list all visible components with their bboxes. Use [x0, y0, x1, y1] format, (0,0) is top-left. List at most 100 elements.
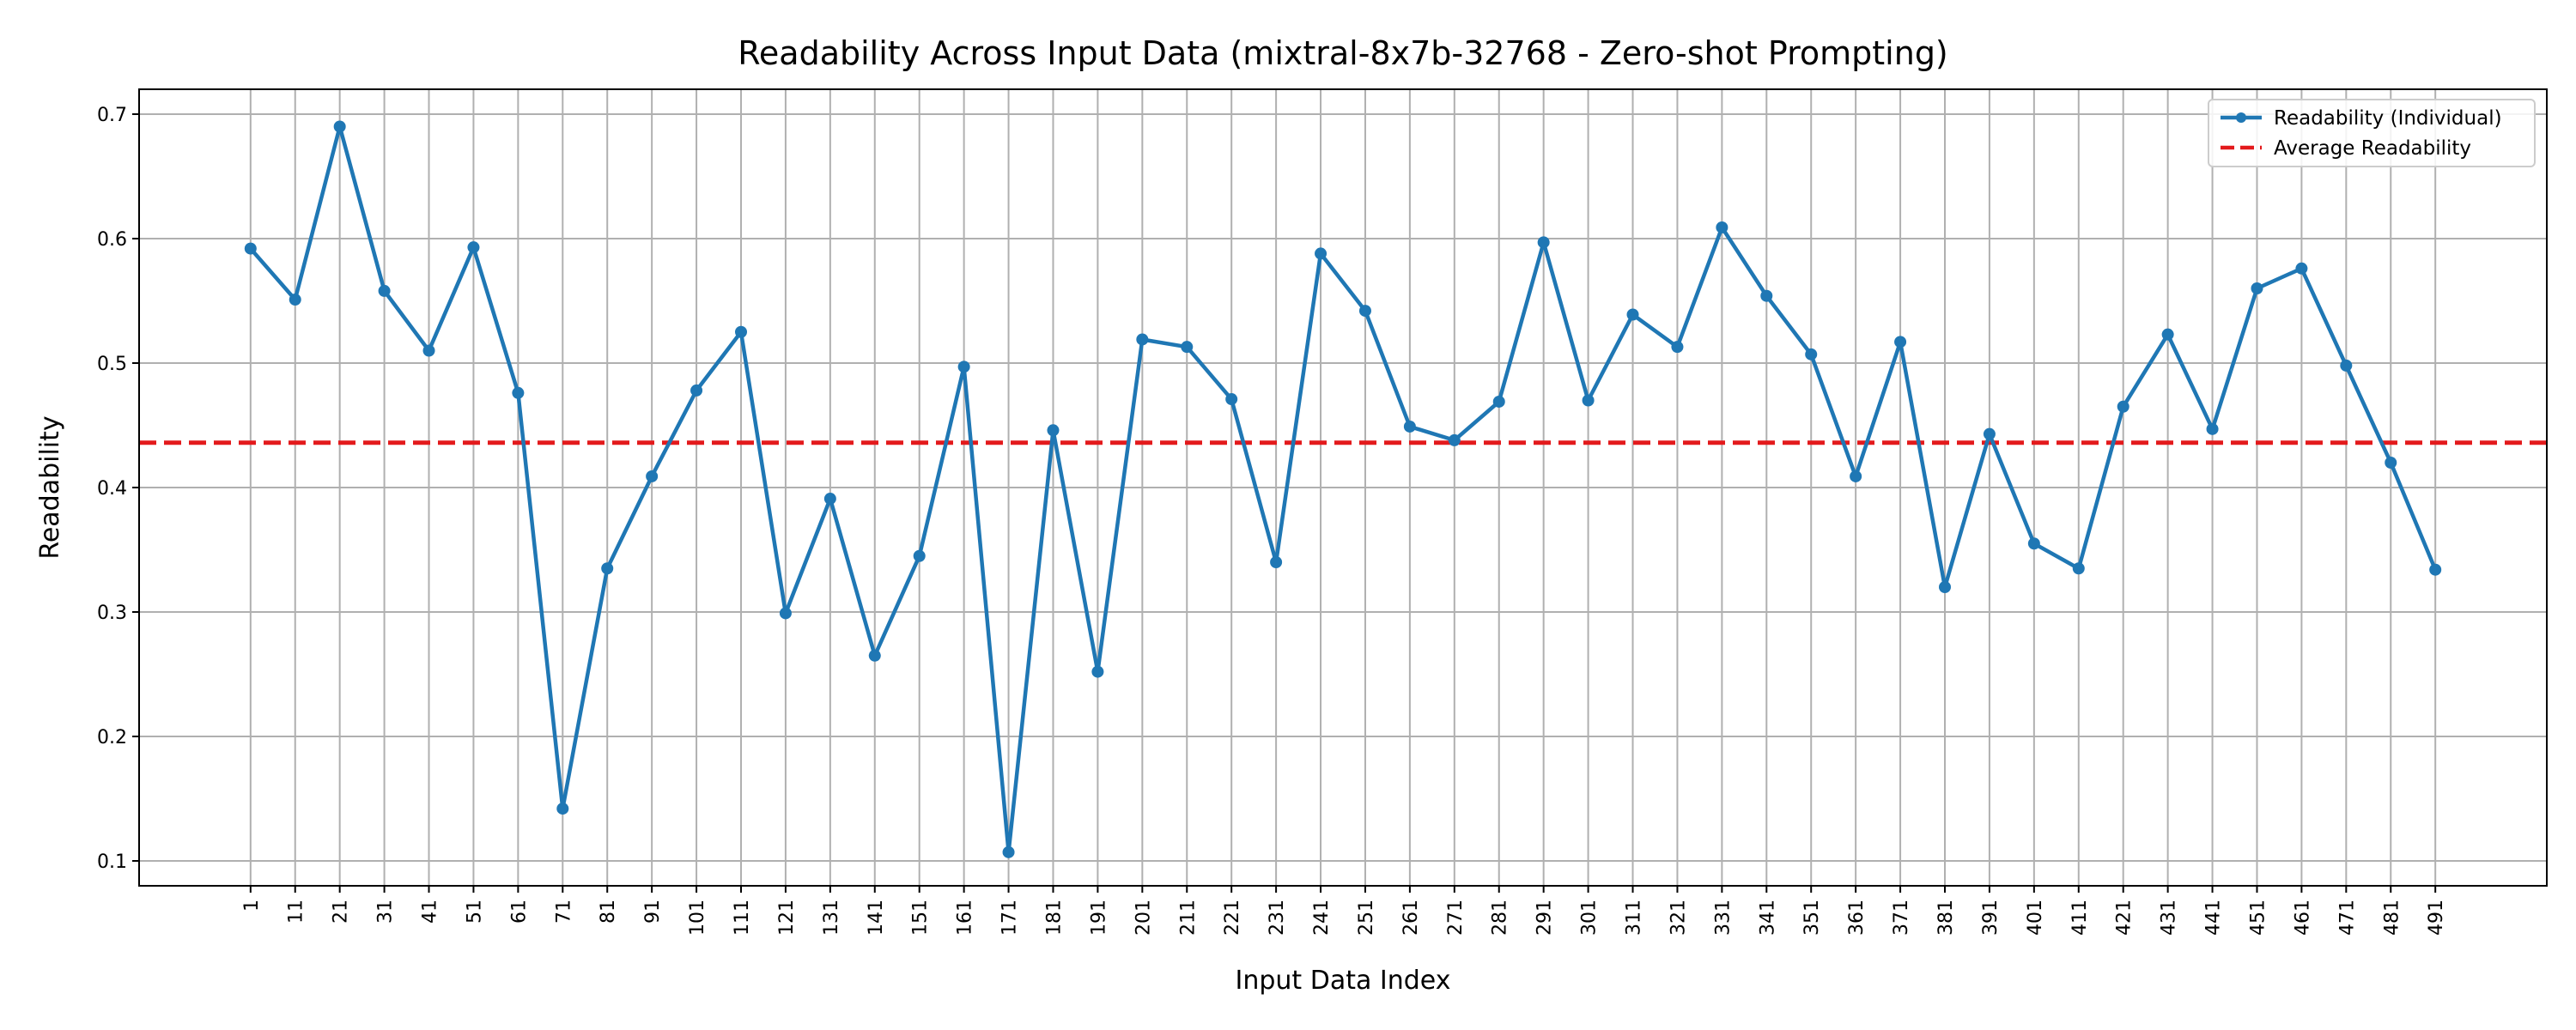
data-point: [2072, 562, 2085, 575]
x-tick-label: 311: [1624, 900, 1645, 936]
data-point: [1537, 236, 1550, 249]
data-point: [646, 470, 659, 482]
x-tick-label: 401: [2025, 900, 2046, 936]
x-tick-label: 101: [687, 900, 708, 936]
data-point: [467, 241, 480, 254]
x-tick-label: 71: [553, 900, 574, 924]
legend: Readability (Individual) Average Readabi…: [2208, 99, 2536, 167]
data-point: [1492, 395, 1505, 408]
data-point: [289, 294, 301, 306]
y-tick-label: 0.5: [97, 354, 127, 375]
data-point: [2385, 457, 2397, 469]
x-tick-label: 251: [1356, 900, 1377, 936]
x-tick-label: 331: [1712, 900, 1734, 936]
y-axis-title: Readability: [35, 415, 65, 559]
data-point: [422, 344, 435, 357]
x-tick-label: 341: [1757, 900, 1778, 936]
x-tick-label: 51: [464, 900, 485, 924]
data-point: [1136, 333, 1149, 346]
x-tick-label: 461: [2292, 900, 2313, 936]
x-tick-label: 441: [2203, 900, 2225, 936]
data-point: [1002, 845, 1015, 858]
data-point: [1403, 420, 1416, 433]
x-tick-label: 11: [286, 900, 307, 924]
x-tick-label: 171: [999, 900, 1021, 936]
series-line: [249, 124, 2438, 855]
data-point: [244, 242, 257, 255]
x-tick-label: 111: [732, 900, 753, 936]
data-point: [2251, 282, 2263, 294]
data-point: [1315, 247, 1327, 260]
x-tick-label: 161: [955, 900, 976, 936]
x-tick-label: 371: [1891, 900, 1912, 936]
data-point: [1225, 393, 1238, 406]
x-tick-label: 141: [866, 900, 887, 936]
x-tick-label: 61: [508, 900, 530, 924]
y-tick-label: 0.1: [97, 851, 127, 873]
x-tick-label: 91: [642, 900, 664, 924]
data-point: [556, 803, 569, 815]
data-point: [512, 386, 525, 399]
data-point: [1805, 348, 1818, 360]
x-tick-label: 121: [776, 900, 798, 936]
data-point: [2340, 359, 2353, 372]
data-point: [2429, 563, 2442, 576]
x-axis-title: Input Data Index: [1236, 966, 1451, 996]
data-point: [1047, 424, 1060, 437]
data-point: [333, 120, 346, 133]
y-tick-label: 0.4: [97, 478, 127, 500]
data-point: [1448, 433, 1461, 446]
data-point: [1850, 470, 1862, 482]
x-tick-label: 151: [910, 900, 932, 936]
x-tick-label: 471: [2336, 900, 2358, 936]
x-tick-label: 391: [1980, 900, 2002, 936]
legend-label-average: Average Readability: [2274, 137, 2471, 160]
x-tick-label: 181: [1043, 900, 1065, 936]
x-tick-label: 261: [1400, 900, 1422, 936]
data-point: [1582, 394, 1595, 407]
x-tick-label: 211: [1177, 900, 1199, 936]
chart-title: Readability Across Input Data (mixtral-8…: [738, 34, 1948, 72]
legend-box: [2208, 99, 2536, 167]
x-tick-label: 81: [598, 900, 619, 924]
y-tick-label: 0.6: [97, 229, 127, 251]
data-point: [957, 360, 970, 373]
y-tick-label: 0.3: [97, 603, 127, 624]
data-point: [2161, 328, 2174, 341]
data-point: [1894, 336, 1907, 348]
data-point: [823, 493, 836, 506]
data-point: [1983, 427, 1996, 440]
x-tick-label: 221: [1222, 900, 1243, 936]
data-point: [2295, 262, 2308, 275]
data-point: [1671, 341, 1684, 354]
data-point: [735, 325, 747, 338]
x-tick-label: 481: [2381, 900, 2403, 936]
data-point: [1091, 665, 1104, 678]
x-tick-label: 1: [241, 900, 263, 912]
x-tick-label: 321: [1668, 900, 1689, 936]
x-tick-label: 491: [2426, 900, 2447, 936]
data-point: [1181, 341, 1194, 354]
data-point: [2117, 400, 2129, 413]
x-tick-label: 31: [375, 900, 397, 924]
x-tick-label: 301: [1579, 900, 1601, 936]
data-point: [1939, 581, 1951, 593]
x-tick-label: 431: [2159, 900, 2180, 936]
x-tick-label: 241: [1311, 900, 1333, 936]
data-point: [1358, 305, 1371, 318]
x-tick-label: 291: [1534, 900, 1556, 936]
data-point: [913, 549, 926, 562]
series-group: [244, 120, 2442, 858]
x-tick-label: 411: [2069, 900, 2091, 936]
grid: [139, 89, 2547, 886]
x-tick-label: 421: [2114, 900, 2136, 936]
data-point: [690, 384, 703, 397]
x-tick-label: 271: [1445, 900, 1467, 936]
data-point: [2027, 537, 2040, 550]
data-point: [868, 649, 881, 662]
data-point: [601, 562, 614, 575]
x-tick-label: 21: [331, 900, 352, 924]
legend-marker-individual: [2236, 112, 2246, 123]
x-tick-label: 281: [1490, 900, 1511, 936]
